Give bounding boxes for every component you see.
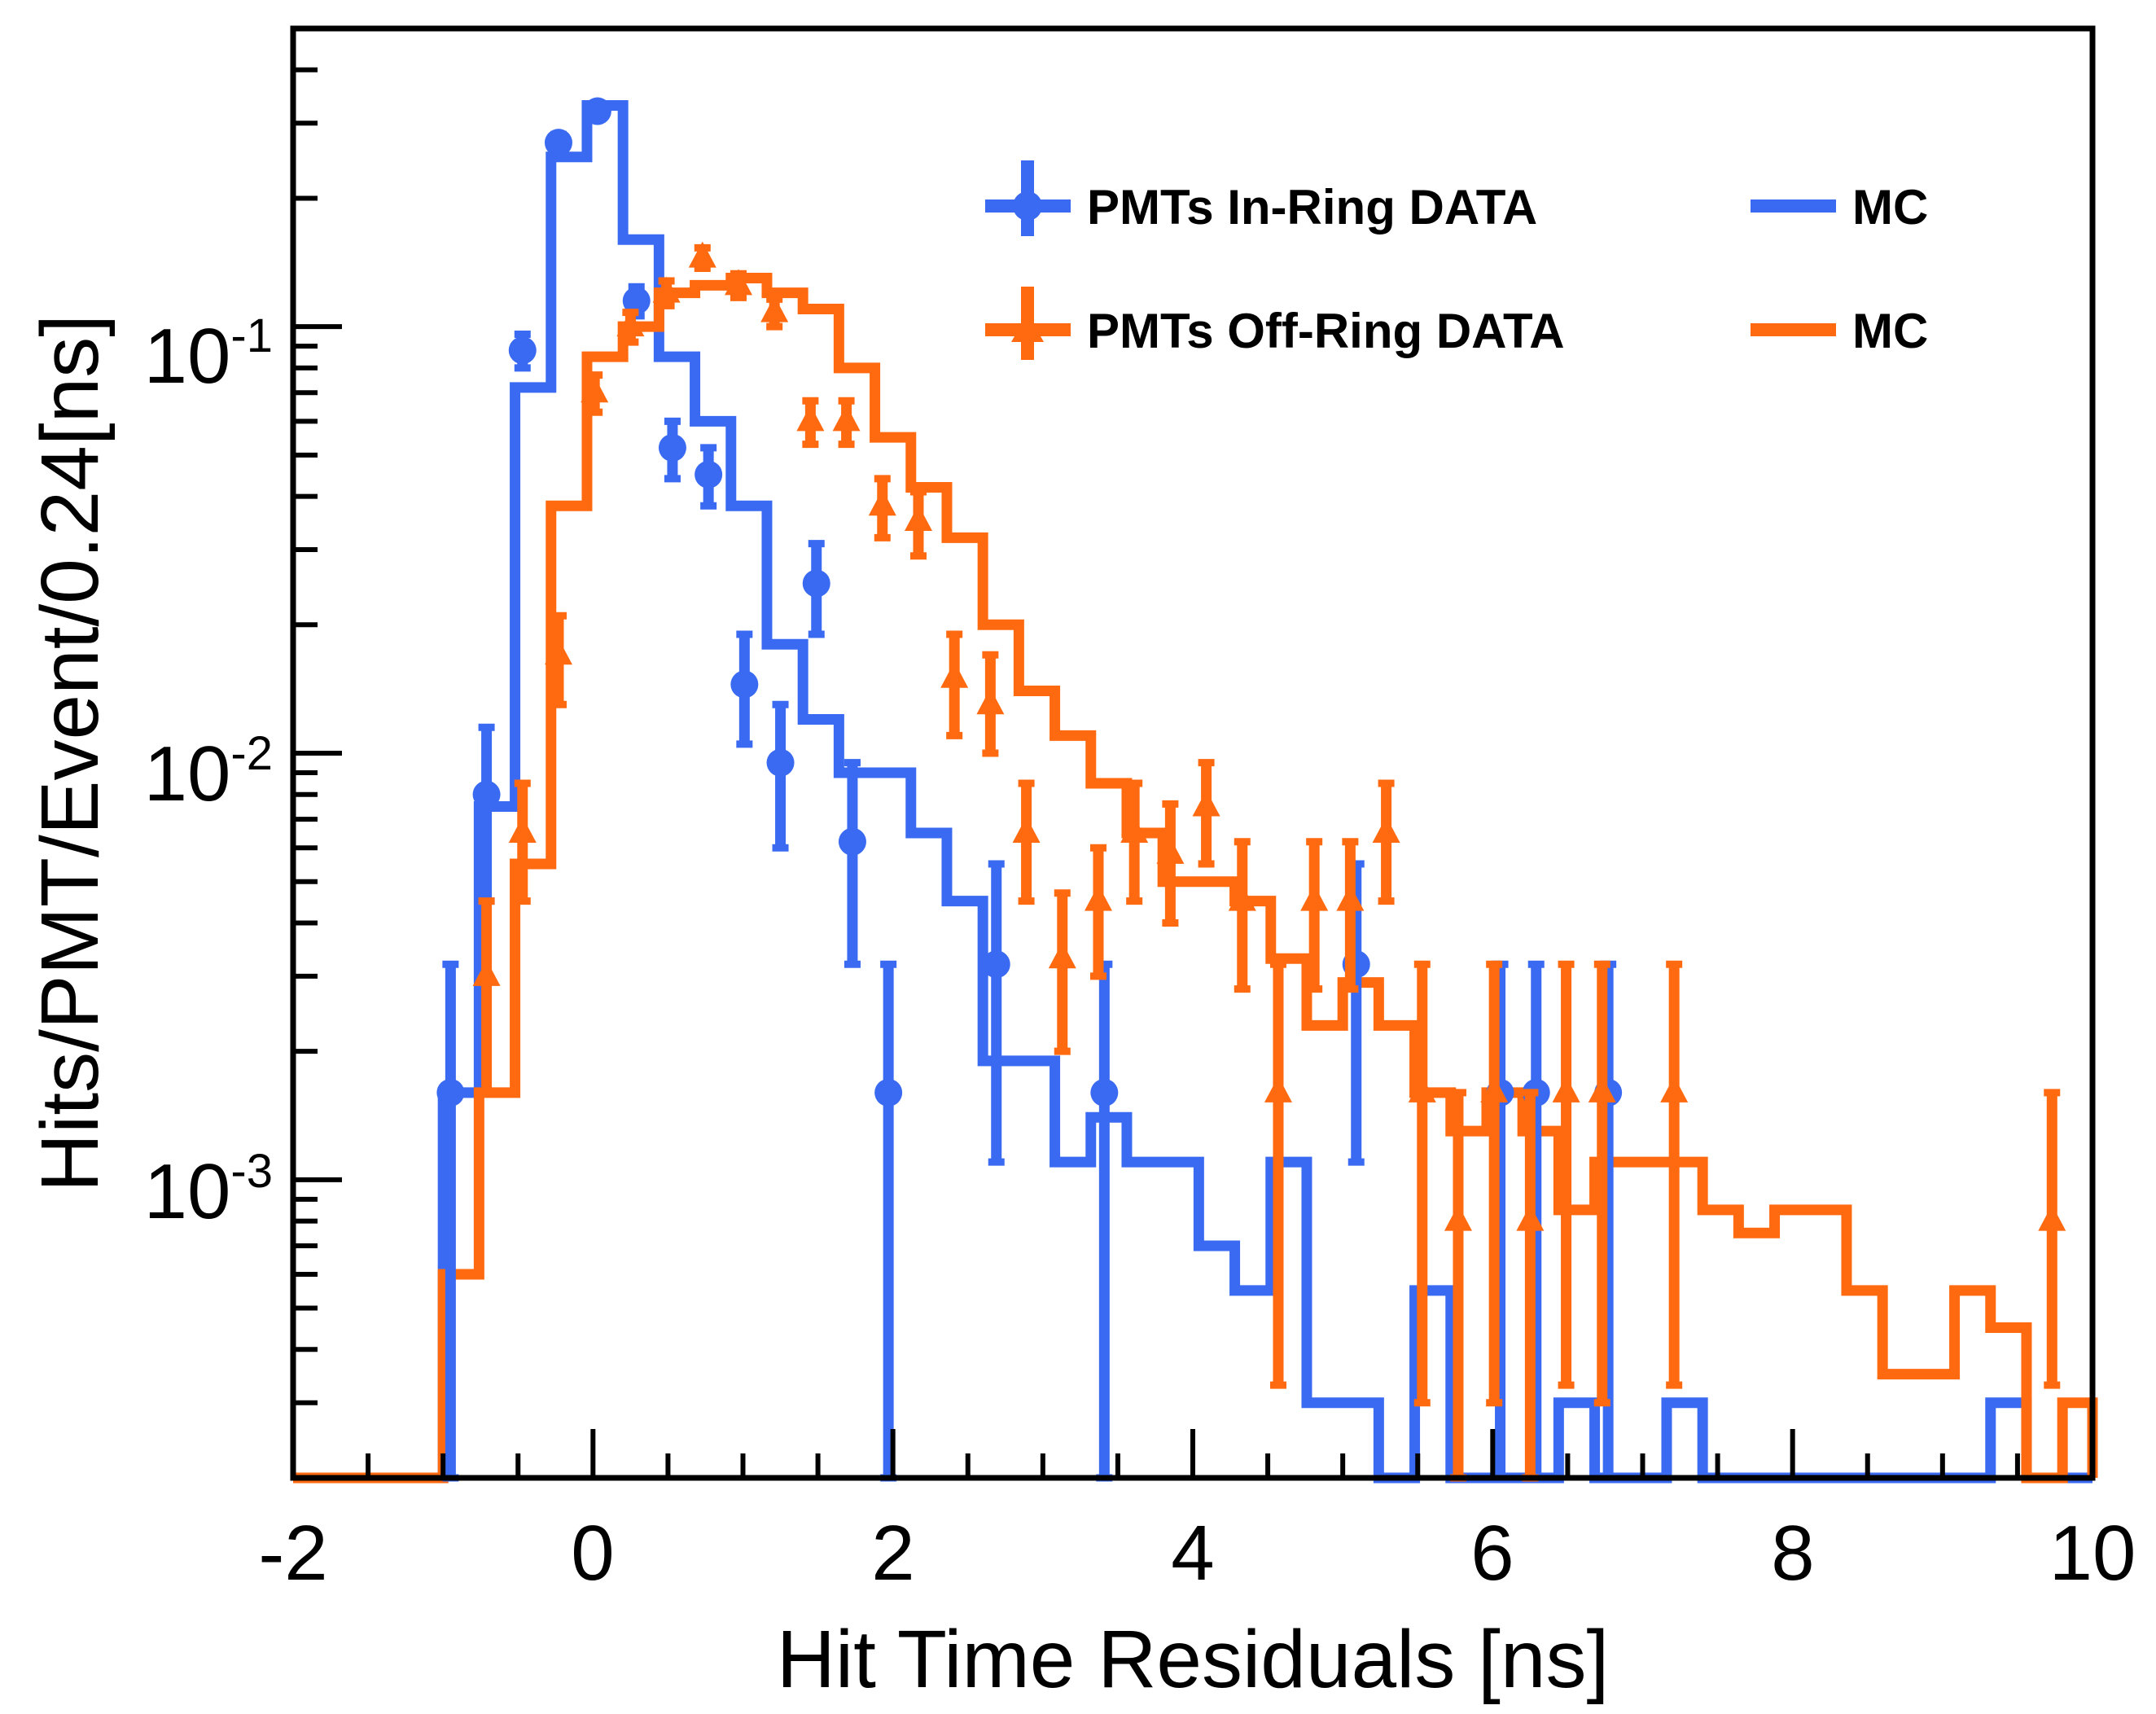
in_ring-data-point: [622, 287, 651, 315]
in_ring-data-point: [436, 1078, 465, 1107]
x-axis-tick-labels: -2 0 2 4 6 8 10: [258, 1510, 2136, 1597]
x-tick-label: 2: [871, 1510, 914, 1597]
y-tick-label: 10-1: [144, 309, 273, 400]
off_ring-data-point: [1372, 817, 1400, 844]
off_ring-data-point: [1444, 1204, 1472, 1231]
y-axis-tick-labels: 10-1 10-2 10-3: [144, 309, 273, 1235]
in_ring-data-point: [982, 950, 1010, 979]
in_ring-data-point: [730, 670, 759, 699]
y-tick-label: 10-2: [144, 727, 273, 818]
x-tick-label: 10: [2049, 1510, 2136, 1597]
off_ring-data-point: [1660, 1076, 1689, 1102]
off_ring-data-point: [1480, 1076, 1509, 1102]
off_ring-data-point: [1408, 1076, 1436, 1102]
legend-entry-in-ring-mc: MC: [1751, 180, 1928, 235]
off_ring-data-point: [1300, 884, 1329, 911]
off_ring-data-point: [544, 638, 572, 665]
in_ring-data-point: [658, 433, 686, 462]
off_ring-data-point: [724, 269, 752, 296]
off_ring-data-point: [581, 376, 609, 403]
off_ring-data-point: [904, 504, 932, 531]
x-tick-label: -2: [258, 1510, 327, 1597]
y-axis-title: Hits/PMT/Event/0.24[ns]: [24, 314, 116, 1192]
x-tick-label: 6: [1470, 1510, 1514, 1597]
off_ring-data-point: [1336, 884, 1365, 911]
off_ring-data-point: [2038, 1204, 2066, 1231]
off_ring-data-point: [472, 959, 501, 986]
off_ring-data-point: [940, 661, 969, 688]
in_ring-data-point: [472, 780, 501, 809]
in_ring-data-point: [508, 336, 537, 365]
in_ring-data-point: [802, 569, 830, 598]
axes: -2 0 2 4 6 8 10 10-1 10-2 10-3 Hit Time …: [24, 25, 2136, 1705]
off_ring-data-point: [616, 310, 645, 337]
off_ring-data-point: [868, 489, 896, 516]
off_ring-data-point: [1084, 884, 1112, 911]
in_ring-data-point: [766, 748, 795, 777]
off_ring-data-point: [976, 688, 1005, 715]
x-axis-title: Hit Time Residuals [ns]: [777, 1614, 1610, 1705]
y-tick-label: 10-3: [144, 1145, 273, 1235]
data-points: [436, 97, 2066, 1482]
y-axis-ticks: [293, 26, 342, 1480]
off_ring-data-point: [508, 817, 537, 844]
off_ring-data-point: [760, 296, 789, 322]
in_ring-data-point: [544, 129, 572, 157]
x-tick-label: 0: [571, 1510, 614, 1597]
off_ring-data-point: [1552, 1076, 1580, 1102]
legend-in-ring-mc-label: MC: [1852, 180, 1928, 235]
off_ring-data-point: [832, 405, 861, 432]
legend-in-ring-data-marker: [1013, 191, 1042, 221]
in_ring-data-point: [838, 827, 866, 856]
legend-entry-in-ring-data: PMTs In-Ring DATA: [985, 160, 1537, 236]
legend-entry-off-ring-mc: MC: [1751, 304, 1928, 358]
in_ring-data-point: [1090, 1078, 1119, 1107]
legend-in-ring-data-label: PMTs In-Ring DATA: [1087, 180, 1537, 235]
x-tick-label: 4: [1171, 1510, 1214, 1597]
x-axis-ticks: [291, 1429, 2095, 1478]
off_ring-data-point: [1012, 817, 1041, 844]
off_ring-data-point: [1120, 817, 1149, 844]
legend: PMTs In-Ring DATA MC PMTs Off-Ring DATA …: [985, 160, 1928, 360]
off_ring-data-point: [688, 241, 716, 268]
off_ring-data-point: [1156, 837, 1185, 864]
x-tick-label: 8: [1771, 1510, 1814, 1597]
off_ring-mc-histogram: [293, 272, 2098, 1484]
legend-off-ring-mc-label: MC: [1852, 304, 1928, 358]
off_ring-data-point: [1192, 790, 1220, 817]
off_ring-data-point: [1516, 1204, 1545, 1231]
legend-off-ring-data-label: PMTs Off-Ring DATA: [1087, 304, 1565, 358]
legend-entry-off-ring-data: PMTs Off-Ring DATA: [985, 287, 1565, 360]
in_ring-data-point: [874, 1078, 903, 1107]
in_ring-data-point: [583, 97, 611, 125]
off_ring-data-point: [1048, 942, 1076, 969]
off_ring-data-point: [1264, 1076, 1292, 1102]
plot-frame: [290, 25, 2096, 1481]
legend-off-ring-data-marker: [1011, 313, 1044, 342]
off_ring-data-point: [1588, 1076, 1616, 1102]
off_ring-data-point: [796, 405, 825, 432]
off_ring-data-point: [1228, 884, 1256, 911]
off_ring-data-point: [652, 276, 681, 303]
in_ring-data-point: [695, 460, 723, 489]
